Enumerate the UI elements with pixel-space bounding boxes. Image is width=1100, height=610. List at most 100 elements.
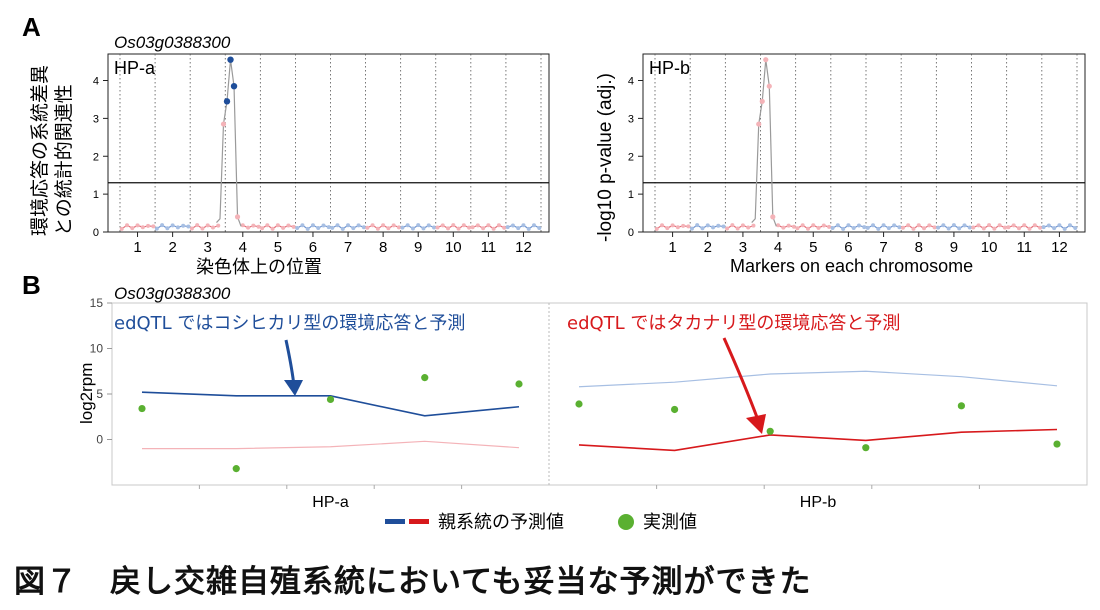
background-marker	[936, 225, 941, 230]
background-marker	[892, 223, 897, 228]
ylabel-left-line1: 環境応答の系統差異	[29, 65, 51, 236]
background-marker	[240, 223, 245, 228]
plot-log2rpm: 0 5 10 15 HP-a HP-b	[90, 296, 1088, 511]
xlabel-left: 染色体上の位置	[196, 257, 322, 278]
background-marker	[695, 223, 700, 228]
background-marker	[537, 225, 542, 230]
background-marker	[170, 223, 175, 228]
background-marker	[871, 223, 876, 228]
background-marker	[435, 225, 440, 230]
background-marker	[505, 225, 510, 230]
observed-point	[515, 380, 523, 388]
background-marker	[305, 226, 310, 231]
background-marker	[375, 226, 380, 231]
background-marker	[846, 223, 851, 228]
background-marker	[862, 225, 867, 230]
background-marker	[316, 225, 321, 230]
background-marker	[841, 226, 846, 231]
background-marker	[805, 226, 810, 231]
y-tick-label: 1	[628, 189, 634, 201]
background-marker	[946, 226, 951, 231]
annotation-right: edQTL ではタカナリ型の環境応答と予測	[567, 313, 900, 334]
background-marker	[665, 226, 670, 231]
background-marker	[1016, 226, 1021, 231]
background-marker	[330, 225, 335, 230]
background-marker	[431, 225, 436, 230]
background-marker	[526, 226, 531, 231]
plot-title: HP-a	[114, 58, 156, 78]
background-marker	[486, 223, 491, 228]
background-marker	[381, 223, 386, 228]
peak-point	[223, 98, 231, 105]
background-marker	[721, 224, 726, 229]
panel-a-label: A	[22, 12, 41, 42]
peak-point	[770, 214, 776, 220]
background-marker	[265, 223, 270, 228]
background-marker	[681, 223, 686, 228]
background-marker	[205, 223, 210, 228]
x-tick-label: 10	[981, 239, 998, 256]
background-marker	[725, 226, 730, 231]
background-marker	[1067, 223, 1072, 228]
background-marker	[386, 226, 391, 231]
x-tick-label: 9	[950, 239, 958, 256]
background-marker	[521, 223, 526, 228]
x-tick-label: 11	[481, 239, 497, 256]
background-marker	[700, 226, 705, 231]
background-marker	[340, 226, 345, 231]
background-marker	[821, 223, 826, 228]
background-marker	[481, 226, 486, 231]
background-marker	[686, 224, 691, 229]
annotation-left: edQTL ではコシヒカリ型の環境応答と予測	[114, 313, 465, 334]
observed-point	[957, 402, 966, 410]
observed-point	[575, 400, 583, 408]
y-tick-label: 2	[93, 151, 99, 163]
legend: 親系統の予測値 実測値	[385, 512, 697, 533]
background-marker	[654, 226, 659, 231]
predicted-line-main	[578, 428, 1058, 452]
background-marker	[1002, 225, 1007, 230]
background-marker	[405, 223, 410, 228]
x-tick-label: 1	[668, 239, 676, 256]
background-marker	[1038, 225, 1043, 230]
observed-point	[421, 374, 429, 382]
predicted-line-other	[142, 440, 520, 450]
plot-title: HP-b	[649, 58, 690, 78]
background-marker	[957, 226, 962, 231]
background-marker	[186, 224, 191, 229]
background-marker	[816, 225, 821, 230]
background-marker	[151, 224, 156, 229]
x-tick-label: 9	[414, 239, 422, 256]
x-tick-label: 1	[133, 239, 141, 256]
background-marker	[270, 226, 275, 231]
background-marker	[300, 223, 305, 228]
background-marker	[951, 223, 956, 228]
background-marker	[876, 226, 881, 231]
background-marker	[310, 223, 315, 228]
background-marker	[751, 223, 756, 228]
x-tick-label: 4	[239, 239, 247, 256]
x-tick-label: 7	[344, 239, 352, 256]
y-tick-label: 0	[93, 227, 99, 239]
background-marker	[906, 223, 911, 228]
background-marker	[451, 223, 456, 228]
background-marker	[516, 226, 521, 231]
background-marker	[735, 226, 740, 231]
background-marker	[1041, 225, 1046, 230]
background-marker	[475, 223, 480, 228]
background-marker	[827, 224, 832, 229]
legend-observed-marker	[618, 514, 634, 530]
background-marker	[346, 223, 351, 228]
background-marker	[776, 223, 781, 228]
facet-label: HP-a	[312, 494, 349, 511]
background-marker	[660, 223, 665, 228]
ylabel-left: 環境応答の系統差異 との統計的関連性	[29, 59, 75, 236]
background-marker	[502, 225, 507, 230]
background-marker	[897, 225, 902, 230]
background-marker	[911, 226, 916, 231]
background-marker	[391, 223, 396, 228]
background-marker	[440, 223, 445, 228]
background-marker	[786, 223, 791, 228]
y-tick-label: 5	[96, 387, 103, 401]
